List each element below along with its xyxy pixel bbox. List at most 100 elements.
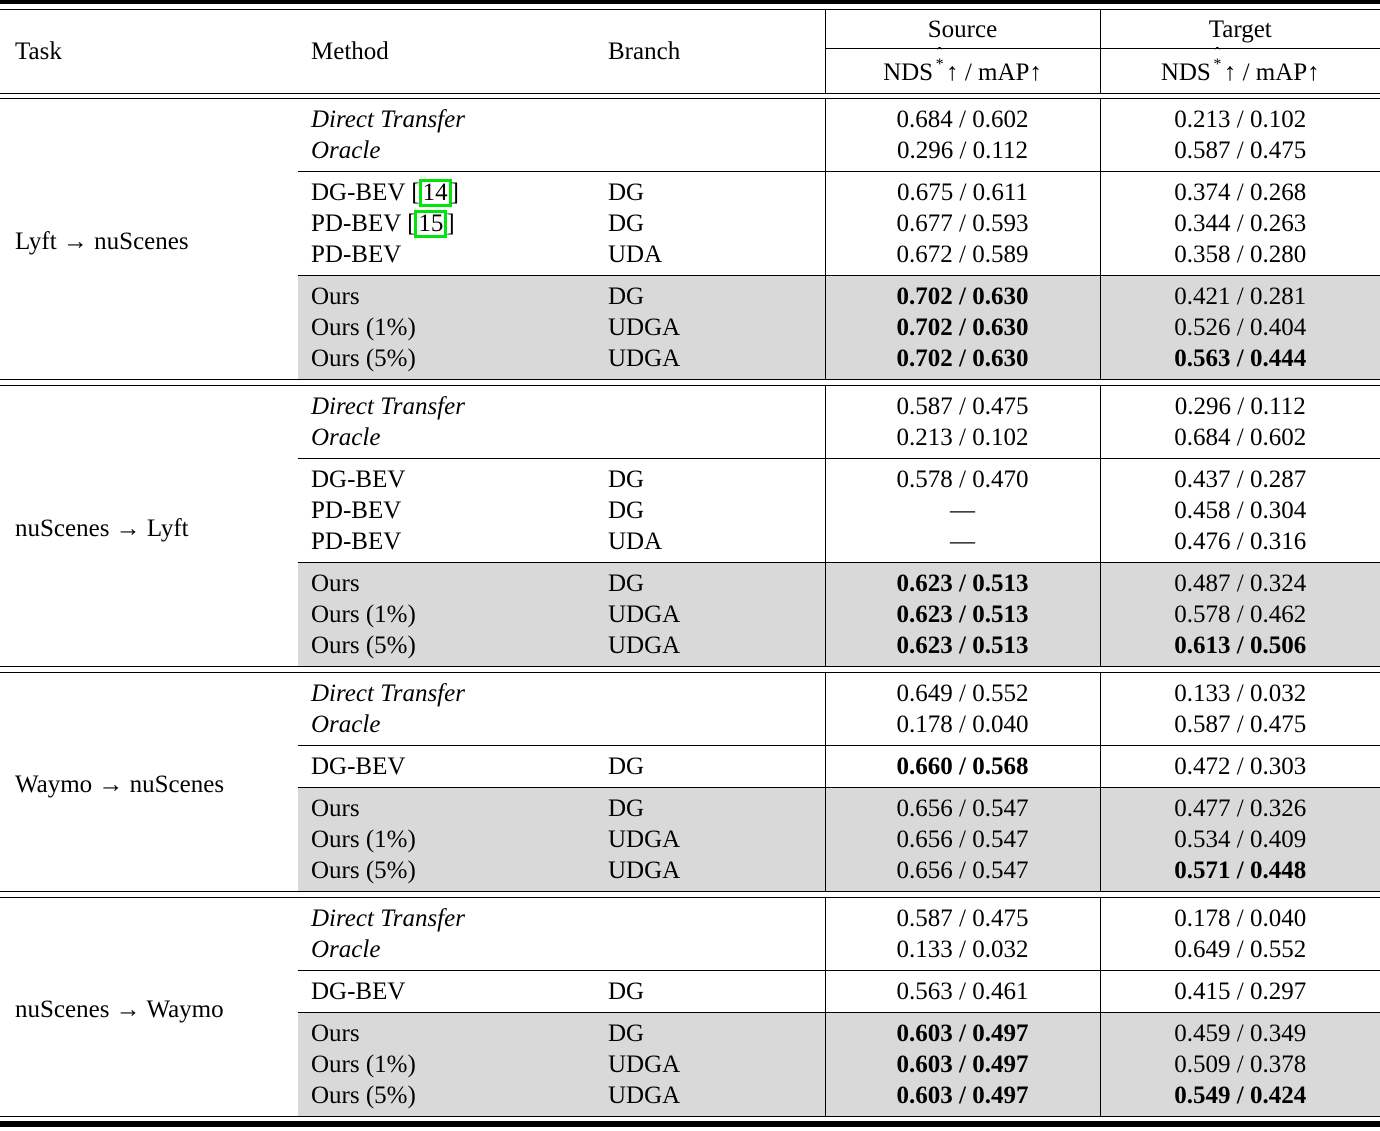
branch-cell: UDGA (595, 599, 825, 630)
citation-link-box[interactable]: 15 (414, 210, 448, 238)
up-arrow-icon: ↑ (1307, 58, 1320, 86)
method-cell: DG-BEV (298, 458, 595, 495)
col-header-method: Method (298, 9, 595, 94)
branch-cell: DG (595, 458, 825, 495)
source-value-cell: — (824, 495, 1100, 526)
branch-cell (595, 673, 825, 710)
table-row: DG-BEV DG 0.578 / 0.470 0.437 / 0.287 (0, 458, 1380, 495)
target-value-cell: 0.684 / 0.602 (1099, 422, 1380, 459)
up-arrow-icon: ↑ (1223, 58, 1237, 86)
branch-cell: UDA (608, 241, 663, 268)
table-row: Ours (5%) UDGA 0.623 / 0.513 0.613 / 0.506 (0, 630, 1380, 667)
source-value-cell: 0.578 / 0.470 (824, 458, 1100, 495)
branch-cell: UDGA (595, 1080, 825, 1117)
header-row-1: Task Method Branch Source Target (0, 9, 1380, 94)
target-value-cell: 0.476 / 0.316 (1099, 526, 1380, 563)
branch-cell: DG (595, 171, 825, 208)
target-value-cell: 0.613 / 0.506 (1099, 630, 1380, 667)
col-header-task: Task (0, 9, 298, 94)
method-cell: Direct Transfer (311, 393, 465, 420)
branch-cell (595, 99, 825, 136)
source-value-cell: 0.660 / 0.568 (824, 745, 1100, 788)
hat-star-superscript: ˆ * (935, 44, 944, 73)
table-row: Ours (5%) UDGA 0.702 / 0.630 0.563 / 0.444 (0, 343, 1380, 380)
metric-name: NDS (1160, 58, 1211, 86)
target-value-cell: 0.358 / 0.280 (1099, 239, 1380, 276)
table-row: Ours (1%) UDGA 0.656 / 0.547 0.534 / 0.409 (0, 824, 1380, 855)
table-row: Ours (1%) UDGA 0.623 / 0.513 0.578 / 0.462 (0, 599, 1380, 630)
branch-cell: UDGA (595, 824, 825, 855)
source-value-cell: 0.677 / 0.593 (824, 208, 1100, 239)
target-value-cell: 0.526 / 0.404 (1099, 312, 1380, 343)
table-row: PD-BEV [15] DG 0.677 / 0.593 0.344 / 0.263 (0, 208, 1380, 239)
table-row: Ours (5%) UDGA 0.603 / 0.497 0.549 / 0.424 (0, 1080, 1380, 1117)
target-value-cell: 0.458 / 0.304 (1099, 495, 1380, 526)
source-value-cell: 0.213 / 0.102 (824, 422, 1100, 459)
branch-cell: UDGA (595, 343, 825, 380)
method-cell: Direct Transfer (311, 106, 465, 133)
branch-cell: UDGA (595, 1049, 825, 1080)
branch-cell: DG (595, 970, 825, 1013)
subheader-target-metric: NDS ˆ * ↑ / mAP↑ (1099, 45, 1380, 94)
table-row: PD-BEV DG —0.458 / 0.304 (0, 495, 1380, 526)
table-row: Oracle 0.178 / 0.040 0.587 / 0.475 (0, 709, 1380, 746)
method-cell: Ours (1%) (298, 1049, 595, 1080)
method-cell: DG-BEV (298, 745, 595, 788)
method-cell: DG-BEV [14] (298, 171, 595, 208)
col-header-source: Source (824, 9, 1100, 49)
target-value-cell: 0.178 / 0.040 (1099, 897, 1380, 934)
branch-cell (595, 898, 825, 935)
branch-cell (595, 386, 825, 423)
method-cell: Ours (298, 1012, 595, 1049)
task-cell: nuScenes → Lyft (15, 515, 189, 542)
method-cell: Oracle (311, 137, 381, 164)
method-cell: PD-BEV (311, 497, 402, 524)
source-value-cell: 0.656 / 0.547 (824, 787, 1100, 824)
source-value-cell: 0.656 / 0.547 (824, 824, 1100, 855)
table-row: Ours (1%) UDGA 0.603 / 0.497 0.509 / 0.378 (0, 1049, 1380, 1080)
source-value-cell: 0.702 / 0.630 (824, 312, 1100, 343)
branch-cell: DG (595, 787, 825, 824)
section-divider-rule (0, 1116, 1380, 1124)
source-value-cell: 0.623 / 0.513 (824, 562, 1100, 599)
target-value-cell: 0.296 / 0.112 (1099, 385, 1380, 422)
source-value-cell: 0.672 / 0.589 (824, 239, 1100, 276)
metric-name: NDS (883, 58, 934, 86)
table-row: PD-BEV UDA —0.476 / 0.316 (0, 526, 1380, 563)
source-value-cell: 0.623 / 0.513 (824, 630, 1100, 667)
branch-cell (595, 135, 825, 172)
table-body: Lyft → nuScenes Direct Transfer 0.684 / 0.… (0, 98, 1380, 1124)
branch-cell: DG (595, 1012, 825, 1049)
source-value-cell: 0.178 / 0.040 (824, 709, 1100, 746)
header-double-rule (0, 93, 1380, 99)
source-value-cell: 0.587 / 0.475 (824, 385, 1100, 422)
branch-cell: UDGA (595, 312, 825, 343)
target-value-cell: 0.344 / 0.263 (1099, 208, 1380, 239)
source-value-cell: 0.675 / 0.611 (824, 171, 1100, 208)
method-cell: Ours (1%) (298, 599, 595, 630)
method-cell: Ours (5%) (298, 1080, 595, 1117)
target-value-cell: 0.374 / 0.268 (1099, 171, 1380, 208)
citation-link-box[interactable]: 14 (418, 179, 452, 207)
target-value-cell: 0.587 / 0.475 (1099, 135, 1380, 172)
method-cell: Ours (298, 562, 595, 599)
target-value-cell: 0.534 / 0.409 (1099, 824, 1380, 855)
method-cell: PD-BEV (311, 241, 402, 268)
method-cell: Ours (5%) (298, 343, 595, 380)
method-cell: PD-BEV [15] (311, 210, 455, 238)
table-row: Lyft → nuScenes Direct Transfer 0.684 / 0.… (0, 98, 1380, 255)
target-value-cell: 0.213 / 0.102 (1099, 98, 1380, 135)
method-cell: Ours (298, 275, 595, 312)
table-row: Ours DG 0.702 / 0.630 0.421 / 0.281 (0, 275, 1380, 312)
branch-cell: DG (595, 562, 825, 599)
branch-cell: UDA (608, 528, 663, 555)
method-cell: Ours (298, 787, 595, 824)
target-value-cell: 0.472 / 0.303 (1099, 745, 1380, 788)
method-cell: Direct Transfer (311, 905, 465, 932)
target-value-cell: 0.437 / 0.287 (1099, 458, 1380, 495)
task-cell: Lyft → nuScenes (15, 228, 189, 255)
section-divider-rule (0, 891, 1380, 898)
branch-cell (595, 709, 825, 746)
top-rule-spacer (0, 2, 1380, 10)
